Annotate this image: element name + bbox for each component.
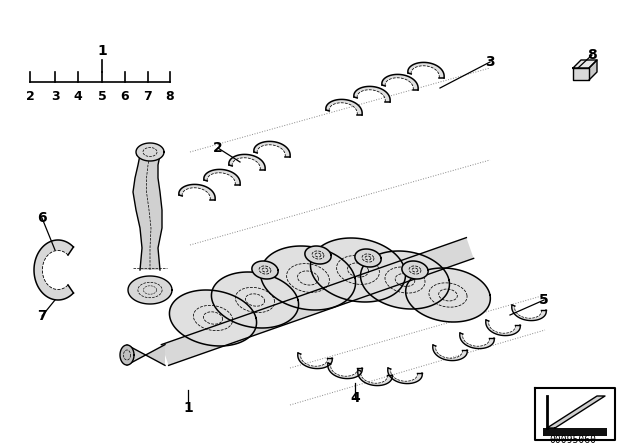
Polygon shape	[252, 261, 278, 279]
Polygon shape	[229, 155, 265, 170]
Polygon shape	[358, 262, 415, 278]
Text: 3: 3	[485, 55, 495, 69]
Polygon shape	[120, 345, 134, 365]
Polygon shape	[354, 86, 390, 102]
Polygon shape	[512, 305, 546, 321]
Polygon shape	[326, 99, 362, 115]
Text: 4: 4	[74, 90, 83, 103]
Text: 4: 4	[350, 391, 360, 405]
Polygon shape	[133, 155, 162, 270]
Polygon shape	[543, 428, 607, 436]
Polygon shape	[260, 246, 356, 310]
Text: 6: 6	[121, 90, 129, 103]
Polygon shape	[204, 169, 240, 185]
Text: 1: 1	[97, 44, 107, 58]
Text: 7: 7	[143, 90, 152, 103]
Polygon shape	[360, 251, 449, 309]
Polygon shape	[211, 272, 299, 328]
Polygon shape	[408, 62, 444, 78]
Text: 6: 6	[37, 211, 47, 225]
Polygon shape	[136, 143, 164, 161]
Polygon shape	[460, 333, 494, 349]
Polygon shape	[34, 240, 74, 300]
Text: 5: 5	[539, 293, 549, 307]
Text: 2: 2	[213, 141, 223, 155]
Text: 1: 1	[183, 401, 193, 415]
Polygon shape	[179, 185, 215, 200]
Polygon shape	[402, 261, 428, 279]
Polygon shape	[207, 264, 271, 324]
Polygon shape	[170, 290, 257, 346]
Polygon shape	[310, 238, 406, 302]
Text: 8: 8	[587, 48, 597, 62]
Polygon shape	[573, 60, 597, 68]
Polygon shape	[433, 345, 467, 361]
Text: 3: 3	[51, 90, 60, 103]
Polygon shape	[406, 268, 490, 322]
Polygon shape	[298, 353, 332, 369]
Polygon shape	[486, 320, 520, 336]
Text: 5: 5	[98, 90, 106, 103]
Polygon shape	[161, 237, 474, 366]
Text: 8: 8	[166, 90, 174, 103]
Text: 00095060: 00095060	[550, 435, 596, 445]
Polygon shape	[547, 396, 605, 428]
Polygon shape	[128, 276, 172, 304]
Polygon shape	[305, 246, 331, 264]
Polygon shape	[589, 60, 597, 80]
Polygon shape	[388, 368, 422, 383]
Text: 2: 2	[26, 90, 35, 103]
Polygon shape	[250, 249, 323, 306]
Polygon shape	[127, 345, 165, 366]
Polygon shape	[355, 249, 381, 267]
Text: 7: 7	[37, 309, 47, 323]
Polygon shape	[382, 74, 418, 90]
Polygon shape	[573, 68, 589, 80]
Polygon shape	[358, 370, 392, 386]
Polygon shape	[305, 250, 371, 285]
Polygon shape	[254, 142, 290, 157]
Polygon shape	[328, 363, 362, 379]
